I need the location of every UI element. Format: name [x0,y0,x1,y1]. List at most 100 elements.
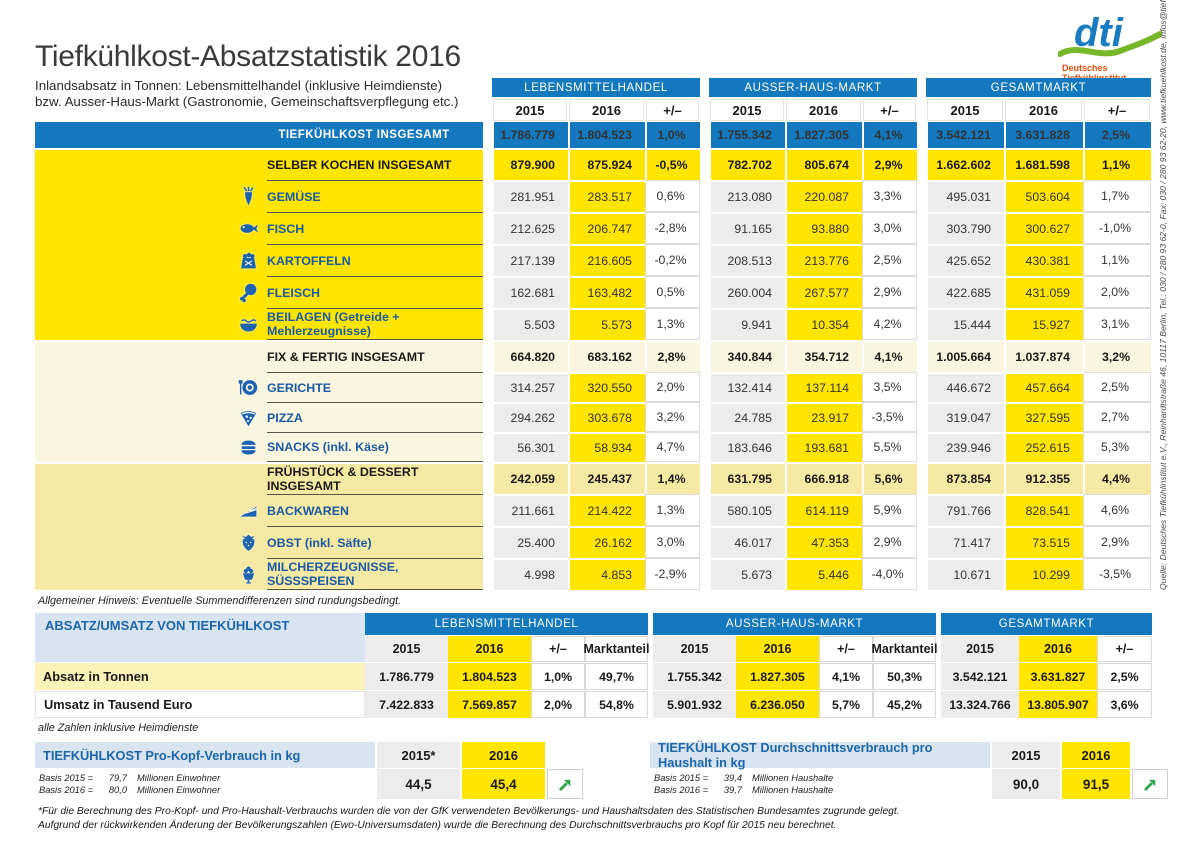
value-cell: 213.776 [785,244,862,276]
value-cell: 2,0% [1083,276,1151,308]
value-cell: 495.031 [926,180,1004,212]
year-header: 2016 [786,99,861,121]
value-cell: 2,8% [645,342,700,372]
value-cell: 2,9% [862,276,917,308]
value-cell: 2,5% [862,244,917,276]
section-selber-kochen: SELBER KOCHENSELBER KOCHEN INSGESAMT879.… [35,150,1151,340]
value-cell: 132.414 [709,372,785,402]
value-cell: 1,3% [645,308,700,340]
row-label-text: OBST (inkl. Säfte) [267,526,483,558]
group-header: LEBENSMITTELHANDEL [492,78,700,97]
value-cell: 46.017 [709,526,785,558]
icon-spacer [230,464,267,494]
row-label: SNACKS (inkl. Käse) [35,432,483,462]
value-cell: 3,1% [1083,308,1151,340]
per-household-col-2016: 2016 [1062,742,1130,768]
value-cell: 5.503 [492,308,568,340]
value-cell: 1.786.779 [365,663,448,690]
value-cell: 0,5% [645,276,700,308]
value-cell: 1,1% [1083,150,1151,180]
footnote-line-1: *Für die Berechnung des Pro-Kopf- und Pr… [38,806,900,817]
row-label: MILCHERZEUGNISSE, SÜSSSPEISEN [35,558,483,590]
row-label-text: FRÜHSTÜCK & DESSERT INSGESAMT [267,465,419,493]
value-cell: 4,4% [1083,464,1151,494]
year-header: 2016 [569,99,644,121]
value-cell: 49,7% [585,663,648,690]
value-cell: 2,5% [1083,372,1151,402]
value-cell: 1,3% [645,494,700,526]
group-header: LEBENSMITTELHANDEL [365,613,648,635]
total-cell: 4,1% [862,122,917,148]
logo-subtext-line1: Deutsches [1062,63,1108,73]
value-cell: 252.615 [1004,432,1083,462]
value-cell: 1.662.602 [926,150,1004,180]
value-cell: 6.236.050 [736,691,819,718]
total-cell: 2,5% [1083,122,1151,148]
strawberry-icon [230,526,267,558]
value-cell: 327.595 [1004,402,1083,432]
value-cell: 580.105 [709,494,785,526]
value-cell: 4,2% [862,308,917,340]
value-cell: 828.541 [1004,494,1083,526]
row-label-text: SNACKS (inkl. Käse) [267,432,483,462]
year-header: 2016 [1005,99,1082,121]
value-cell: 683.162 [568,342,645,372]
row-label: GEMÜSE [35,180,483,212]
value-cell: 1.681.598 [1004,150,1083,180]
row-label: PIZZA [35,402,483,432]
year-header: 2015 [710,99,784,121]
column-header: 2015 [941,636,1019,662]
value-cell: 1,0% [531,663,585,690]
value-cell: 303.678 [568,402,645,432]
value-cell: 666.918 [785,464,862,494]
value-cell: 24.785 [709,402,785,432]
section-fruehstueck-und-dessert: FRÜHSTÜCK& DESSERTFRÜHSTÜCK & DESSERT IN… [35,464,1151,590]
column-header: 2015 [653,636,736,662]
value-cell: 56.301 [492,432,568,462]
value-cell: 26.162 [568,526,645,558]
value-cell: 314.257 [492,372,568,402]
value-cell: 58.934 [568,432,645,462]
value-cell: 1,7% [1083,180,1151,212]
value-cell: 319.047 [926,402,1004,432]
cake-slice-icon [230,494,267,526]
value-cell: 193.681 [785,432,862,462]
up-trend-icon [547,769,583,799]
value-cell: 425.652 [926,244,1004,276]
fish-icon [230,212,267,244]
value-cell: 242.059 [492,464,568,494]
noodle-bowl-icon [230,308,267,340]
value-cell: 73.515 [1004,526,1083,558]
value-cell: 2,9% [862,150,917,180]
value-cell: 47.353 [785,526,862,558]
value-cell: 3,2% [645,402,700,432]
value-cell: 7.569.857 [448,691,531,718]
group-header: GESAMTMARKT [926,78,1151,97]
value-cell: 212.625 [492,212,568,244]
value-cell: -0,2% [645,244,700,276]
per-capita-table: TIEFKÜHLKOST Pro-Kopf-Verbrauch in kg 20… [35,742,583,799]
basis-row: Basis 2016 = 80,0 Millionen Einwohner [39,785,221,795]
basis-row: Basis 2016 = 39,7 Millionen Haushalte [654,785,834,795]
drumstick-icon [230,276,267,308]
main-table-header: LEBENSMITTELHANDEL 2015 2016 +/– AUSSER-HAUS… [35,78,1151,121]
value-cell: 1.037.874 [1004,342,1083,372]
value-cell: 4,1% [819,663,873,690]
value-cell: 4,6% [1083,494,1151,526]
row-label: FIX & FERTIG INSGESAMT [35,342,483,372]
per-capita-value-2015: 44,5 [377,769,460,799]
value-cell: -2,9% [645,558,700,590]
page-subtitle: Inlandsabsatz in Tonnen: Lebensmittelhan… [35,78,458,109]
value-cell: 245.437 [568,464,645,494]
carrot-icon [230,180,267,212]
per-capita-title: TIEFKÜHLKOST Pro-Kopf-Verbrauch in kg [35,742,375,768]
value-cell: 300.627 [1004,212,1083,244]
total-cell: 1,0% [645,122,700,148]
value-cell: 211.661 [492,494,568,526]
potato-sack-icon [230,244,267,276]
value-cell: -2,8% [645,212,700,244]
value-cell: 1,1% [1083,244,1151,276]
value-cell: 213.080 [709,180,785,212]
value-cell: 875.924 [568,150,645,180]
value-cell: 664.820 [492,342,568,372]
